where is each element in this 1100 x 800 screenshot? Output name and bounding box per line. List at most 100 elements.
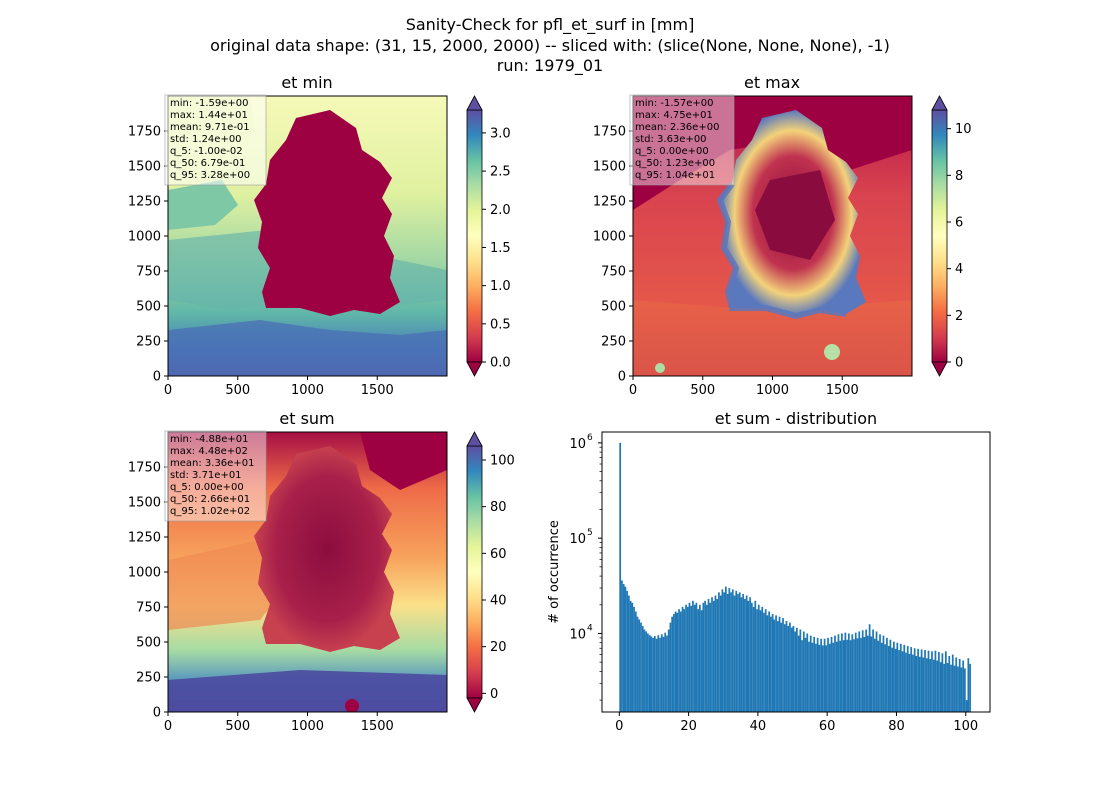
northern-sea-region (360, 432, 447, 490)
histogram-bar (653, 636, 656, 712)
y-tick-label: 0 (153, 370, 161, 385)
histogram-bar (770, 616, 772, 712)
germany-blue-edges (716, 182, 847, 320)
histogram-bar (863, 636, 866, 712)
y-tick-label: 750 (136, 265, 161, 280)
y-axis: 0 250 500 750 1000 1250 1500 1750 (128, 461, 168, 721)
y-tick-label: 0 (153, 706, 161, 721)
histogram-bar (932, 659, 935, 712)
x-axis: 0 500 1000 1500 (164, 712, 394, 734)
histogram-bar (870, 636, 873, 712)
histogram-bar (844, 632, 847, 712)
stats-line: min: -1.59e+00 (170, 98, 249, 109)
histogram-bar (633, 606, 635, 712)
histogram-bar (737, 593, 739, 712)
southern-band (168, 670, 447, 712)
histogram-bar (627, 595, 630, 712)
y-tick-label: 10 (569, 627, 586, 642)
histogram-bar (624, 586, 627, 712)
x-tick-label: 0 (164, 383, 172, 398)
histogram-bar (894, 648, 897, 712)
x-tick-label: 1000 (291, 383, 324, 398)
histogram-bar (647, 633, 649, 712)
y-tick-label: 250 (136, 335, 161, 350)
stats-line: min: -4.88e+01 (170, 434, 249, 445)
southern-band (633, 300, 912, 376)
histogram-bar (792, 625, 795, 712)
histogram-bar (797, 635, 800, 712)
histogram-bar (783, 624, 786, 712)
histogram-bar (638, 619, 641, 712)
axes-frame (601, 431, 991, 713)
histogram-bar (671, 616, 674, 712)
histogram-bar (847, 633, 850, 712)
histogram-bar (893, 641, 895, 712)
colorbar-extend-top (931, 95, 948, 111)
histogram-bar (787, 625, 790, 712)
x-tick-label: 0 (629, 383, 637, 398)
histogram-bar (853, 639, 855, 712)
stats-line: mean: 3.36e+01 (170, 458, 254, 469)
histogram-bar (960, 667, 963, 712)
histogram-bar (650, 636, 653, 712)
histogram-bar (908, 653, 911, 712)
y-tick-label: 1000 (128, 566, 161, 581)
histogram-bar (804, 637, 807, 712)
histogram-bar (735, 590, 738, 712)
histogram-bar (771, 614, 774, 712)
y-tick-label: 1250 (593, 195, 626, 210)
stats-line: mean: 9.71e-01 (170, 122, 250, 133)
y-tick-label: 1750 (128, 125, 161, 140)
histogram-bar (851, 634, 854, 712)
stats-line: min: -1.57e+00 (635, 98, 714, 109)
y-tick-label: 1000 (593, 230, 626, 245)
histogram-bar (856, 638, 859, 712)
y-tick-label: 1500 (128, 496, 161, 511)
y-tick-label: 1500 (128, 160, 161, 175)
y-tick-label: 1750 (128, 461, 161, 476)
ocean-teal-strip (168, 180, 238, 230)
histogram-bar (643, 629, 646, 712)
histogram-bar (738, 592, 741, 712)
histogram-bar (839, 640, 842, 712)
histogram-bar (679, 611, 682, 712)
stats-line: mean: 2.36e+00 (635, 122, 719, 133)
histogram-bar (830, 636, 833, 712)
colorbar-tick-label: 80 (490, 500, 507, 515)
histogram-bar (941, 653, 944, 712)
histogram-bar (875, 631, 878, 712)
histogram-bar (789, 622, 791, 712)
colorbar-extend-bottom (931, 361, 948, 377)
histogram-bar (896, 642, 899, 712)
colorbar-extend-top (466, 95, 483, 111)
histogram-bar (809, 635, 812, 712)
germany-region (254, 446, 400, 652)
y-tick-label: 1250 (128, 531, 161, 546)
histogram-bar (705, 604, 708, 712)
histogram-bar (946, 663, 949, 712)
histogram-bar (823, 638, 826, 712)
histogram-bar (683, 609, 686, 712)
histogram-bar (799, 629, 802, 712)
histogram-bar (964, 668, 966, 712)
colorbar-tick-label: 40 (490, 594, 507, 609)
y-tick-exponent: 4 (587, 623, 593, 633)
y-tick-label: 1500 (593, 160, 626, 175)
histogram-bar (903, 644, 906, 712)
panel-et-max: et max 0 500 1000 1500 0 250 500 750 1000 1250 15… (593, 73, 972, 398)
heatmap-image (168, 432, 447, 712)
histogram-bar (958, 658, 961, 712)
histogram-bar (757, 604, 760, 712)
colorbar-tick-label: 20 (490, 640, 507, 655)
colorbar-tick-label: 10 (955, 122, 972, 137)
colorbar-extend-top (466, 431, 483, 447)
panel-title: et max (744, 73, 800, 92)
histogram-bar (790, 627, 793, 712)
histogram-bar (707, 598, 710, 712)
histogram-bar (927, 650, 930, 712)
colorbar-gradient (466, 445, 483, 699)
histogram-bar (745, 595, 748, 712)
